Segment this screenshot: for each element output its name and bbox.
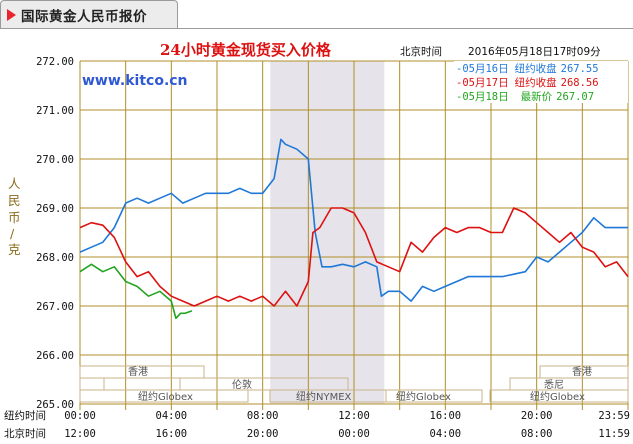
market-box-globex-1 bbox=[79, 389, 249, 403]
market-label-hongkong: 香港 bbox=[128, 366, 148, 378]
market-box-london bbox=[179, 377, 349, 391]
market-box-sydney bbox=[509, 377, 629, 391]
y-tick-label: 266.00 bbox=[36, 350, 74, 362]
x-tick-label-ny: 00:00 bbox=[64, 410, 96, 422]
y-axis-unit: 人 民 币 / 克 bbox=[8, 176, 21, 257]
legend-date: 05月18日 bbox=[462, 91, 508, 103]
y-tick-label: 269.00 bbox=[36, 203, 74, 215]
market-box-globex-2 bbox=[385, 389, 483, 403]
x-tick-label-ny: 04:00 bbox=[156, 410, 188, 422]
y-unit-char: 克 bbox=[8, 242, 21, 257]
current-datetime: 2016年05月18日17时09分 bbox=[468, 45, 601, 58]
x-tick-label-ny: 20:00 bbox=[521, 410, 553, 422]
x-tick-label-ny: 23:59 bbox=[598, 410, 630, 422]
market-box-globex-3 bbox=[489, 389, 629, 403]
y-tick-label: 265.00 bbox=[36, 399, 74, 411]
y-tick-label: 267.00 bbox=[36, 301, 74, 313]
beijing-time-label: 北京时间 bbox=[400, 45, 442, 58]
legend-entry-1: -05月17日 纽约收盘 268.56 bbox=[456, 76, 599, 89]
legend-value: 267.55 bbox=[561, 63, 599, 75]
series-line-0 bbox=[79, 138, 628, 302]
x-tick-label-bj: 11:59 bbox=[598, 428, 630, 440]
y-unit-char: 人 bbox=[8, 176, 21, 191]
legend-box bbox=[454, 61, 628, 103]
x-tick-label-bj: 04:00 bbox=[430, 428, 462, 440]
x-tick-label-bj: 12:00 bbox=[64, 428, 96, 440]
y-tick-label: 270.00 bbox=[36, 154, 74, 166]
tab-divider bbox=[0, 28, 633, 29]
chart-legend: -05月16日 纽约收盘 267.55 -05月17日 纽约收盘 268.56 -05月… bbox=[454, 61, 628, 103]
market-label-globex-3: 纽约Globex bbox=[530, 390, 585, 403]
ny-time-row-label: 纽约时间 bbox=[4, 409, 46, 422]
series-line-1 bbox=[79, 207, 629, 307]
y-unit-char: 民 bbox=[8, 193, 21, 208]
x-tick-labels: 00:00 12:00 04:00 16:00 08:00 20:00 12:00 00:00… bbox=[64, 410, 630, 440]
market-label-globex-1: 纽约Globex bbox=[138, 390, 193, 403]
market-label-hongkong-2: 香港 bbox=[572, 366, 592, 378]
chart-grid bbox=[79, 60, 629, 410]
x-tick-label-ny: 16:00 bbox=[430, 410, 462, 422]
page-tab[interactable]: 国际黄金人民币报价 bbox=[0, 0, 178, 28]
legend-value: 268.56 bbox=[561, 77, 599, 89]
x-tick-label-bj: 16:00 bbox=[156, 428, 188, 440]
y-tick-labels: 272.00 271.00 270.00 269.00 268.00 267.00 266.… bbox=[36, 56, 74, 411]
legend-label: 纽约收盘 bbox=[515, 76, 557, 89]
x-tick-label-bj: 20:00 bbox=[247, 428, 279, 440]
y-tick-label: 272.00 bbox=[36, 56, 74, 68]
arrow-right-icon bbox=[7, 9, 16, 21]
market-label-sydney: 悉尼 bbox=[544, 379, 564, 391]
x-tick-label-bj: 00:00 bbox=[338, 428, 370, 440]
series-line-2 bbox=[79, 263, 193, 320]
legend-date: 05月17日 bbox=[462, 77, 508, 89]
price-series bbox=[79, 138, 629, 320]
bj-time-row-label: 北京时间 bbox=[4, 427, 46, 440]
y-unit-char: / bbox=[10, 226, 15, 241]
legend-date: 05月16日 bbox=[462, 63, 508, 75]
nymex-session-band bbox=[270, 61, 385, 404]
y-unit-char: 币 bbox=[8, 210, 21, 225]
legend-value: 267.07 bbox=[556, 91, 594, 103]
legend-label: 纽约收盘 bbox=[515, 62, 557, 75]
x-tick-label-bj: 08:00 bbox=[521, 428, 553, 440]
chart-title: 24小时黄金现货买入价格 bbox=[160, 41, 332, 59]
legend-dash: - bbox=[456, 91, 462, 103]
legend-entry-0: -05月16日 纽约收盘 267.55 bbox=[456, 62, 599, 75]
market-label-globex-2: 纽约Globex bbox=[396, 390, 451, 403]
market-box-london-pre bbox=[79, 377, 105, 391]
tab-title: 国际黄金人民币报价 bbox=[21, 9, 147, 25]
y-tick-label: 271.00 bbox=[36, 105, 74, 117]
market-sessions: 香港 伦敦 纽约Globex 纽约NYMEX 纽约Globex 香港 悉尼 纽约… bbox=[79, 365, 629, 403]
market-label-nymex: 纽约NYMEX bbox=[296, 390, 352, 403]
market-box-hongkong bbox=[79, 365, 205, 379]
x-tick-label-ny: 08:00 bbox=[247, 410, 279, 422]
y-tick-label: 268.00 bbox=[36, 252, 74, 264]
market-label-london: 伦敦 bbox=[232, 378, 252, 391]
legend-label: 最新价 bbox=[521, 90, 553, 103]
watermark-url: www.kitco.cn bbox=[82, 73, 188, 89]
legend-dash: - bbox=[456, 63, 462, 75]
x-tick-label-ny: 12:00 bbox=[338, 410, 370, 422]
legend-dash: - bbox=[456, 77, 462, 89]
legend-entry-2: -05月18日 最新价 267.07 bbox=[456, 90, 594, 103]
